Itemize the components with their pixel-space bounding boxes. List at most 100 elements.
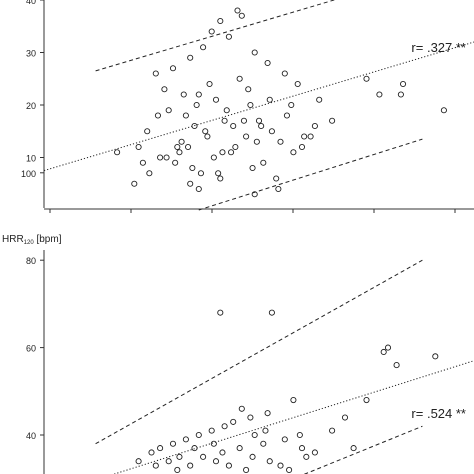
data-point xyxy=(298,143,306,151)
data-point xyxy=(172,159,179,166)
data-point xyxy=(311,122,318,130)
y-axis-title: HRR120 [bpm] xyxy=(2,234,62,246)
data-point xyxy=(210,440,217,447)
data-point xyxy=(238,12,245,19)
data-point xyxy=(176,453,183,460)
data-point xyxy=(275,185,282,193)
data-point xyxy=(195,431,202,439)
scatter-panel-top: 10 20 30 40 r= .327 ** xyxy=(26,0,474,213)
regression-line xyxy=(112,360,474,474)
data-point xyxy=(184,143,192,151)
data-point xyxy=(281,436,288,443)
ci-upper-line xyxy=(95,259,423,445)
regression-line xyxy=(43,41,474,172)
data-point xyxy=(234,7,241,14)
y-tick-label: 100 xyxy=(21,169,36,179)
data-point xyxy=(157,445,164,452)
data-point xyxy=(174,143,181,151)
y-tick-label: 60 xyxy=(26,344,36,354)
data-point xyxy=(238,405,245,412)
data-point xyxy=(251,191,258,198)
data-point xyxy=(219,449,226,456)
data-point xyxy=(236,445,243,452)
data-point xyxy=(341,414,349,421)
data-point xyxy=(180,91,187,98)
data-point xyxy=(268,309,275,316)
ci-upper-line xyxy=(95,0,336,72)
data-point xyxy=(135,458,142,465)
data-point xyxy=(230,418,237,425)
data-point xyxy=(273,175,280,182)
data-point xyxy=(393,362,400,369)
data-point xyxy=(363,396,370,404)
data-point xyxy=(212,96,220,103)
data-point xyxy=(114,149,121,156)
data-point xyxy=(197,170,204,177)
data-point xyxy=(135,143,142,151)
data-point xyxy=(249,453,256,460)
data-point xyxy=(182,436,189,443)
data-point xyxy=(169,440,177,447)
data-point xyxy=(195,185,202,193)
data-point xyxy=(217,309,224,316)
data-point xyxy=(131,180,138,187)
data-point xyxy=(165,107,172,114)
data-point xyxy=(350,445,357,452)
data-point xyxy=(200,44,207,51)
data-point xyxy=(178,138,185,145)
data-point xyxy=(219,149,226,156)
data-point xyxy=(232,143,239,151)
data-point xyxy=(262,427,269,434)
data-point xyxy=(266,96,273,103)
data-point xyxy=(223,107,230,114)
data-point xyxy=(253,138,260,145)
data-point xyxy=(187,180,194,187)
data-point xyxy=(251,431,258,439)
data-point xyxy=(169,65,177,72)
data-point xyxy=(187,462,194,469)
ci-lower-line xyxy=(303,425,423,474)
data-point xyxy=(210,154,217,161)
data-point xyxy=(277,462,284,469)
data-point xyxy=(277,138,284,145)
y-tick-label: 30 xyxy=(26,49,36,59)
correlation-annotation: r= .524 ** xyxy=(411,406,466,421)
data-point xyxy=(258,122,265,130)
y-tick-label: 40 xyxy=(26,0,36,6)
data-point xyxy=(249,164,256,172)
data-point xyxy=(165,458,172,465)
data-point xyxy=(212,458,220,465)
scatter-panel-bottom: 40 60 80 100 HRR120 [bpm] r= .524 ** xyxy=(2,169,474,474)
data-point xyxy=(384,344,392,351)
data-point xyxy=(286,466,293,474)
data-point xyxy=(440,107,447,114)
data-point xyxy=(264,59,271,67)
data-point xyxy=(225,462,232,469)
data-point xyxy=(215,170,222,177)
data-point xyxy=(397,91,404,98)
data-point xyxy=(296,431,303,439)
data-point xyxy=(294,80,301,88)
data-point xyxy=(208,28,215,35)
data-point xyxy=(243,133,250,140)
data-point xyxy=(260,159,267,166)
data-point xyxy=(174,466,181,474)
data-point xyxy=(243,466,250,474)
data-point xyxy=(311,449,318,456)
data-point xyxy=(191,122,198,130)
data-point xyxy=(236,75,243,82)
data-point xyxy=(189,164,196,172)
y-tick-label: 10 xyxy=(26,154,36,164)
data-point xyxy=(139,159,146,166)
data-point xyxy=(363,75,370,82)
data-point xyxy=(176,149,183,156)
data-point xyxy=(307,133,314,140)
data-point xyxy=(260,440,267,447)
data-point xyxy=(399,80,407,88)
data-point xyxy=(290,396,297,404)
data-point xyxy=(288,101,295,109)
data-point xyxy=(208,427,215,434)
data-point xyxy=(200,453,207,460)
data-point xyxy=(202,128,209,135)
data-point xyxy=(193,101,200,109)
